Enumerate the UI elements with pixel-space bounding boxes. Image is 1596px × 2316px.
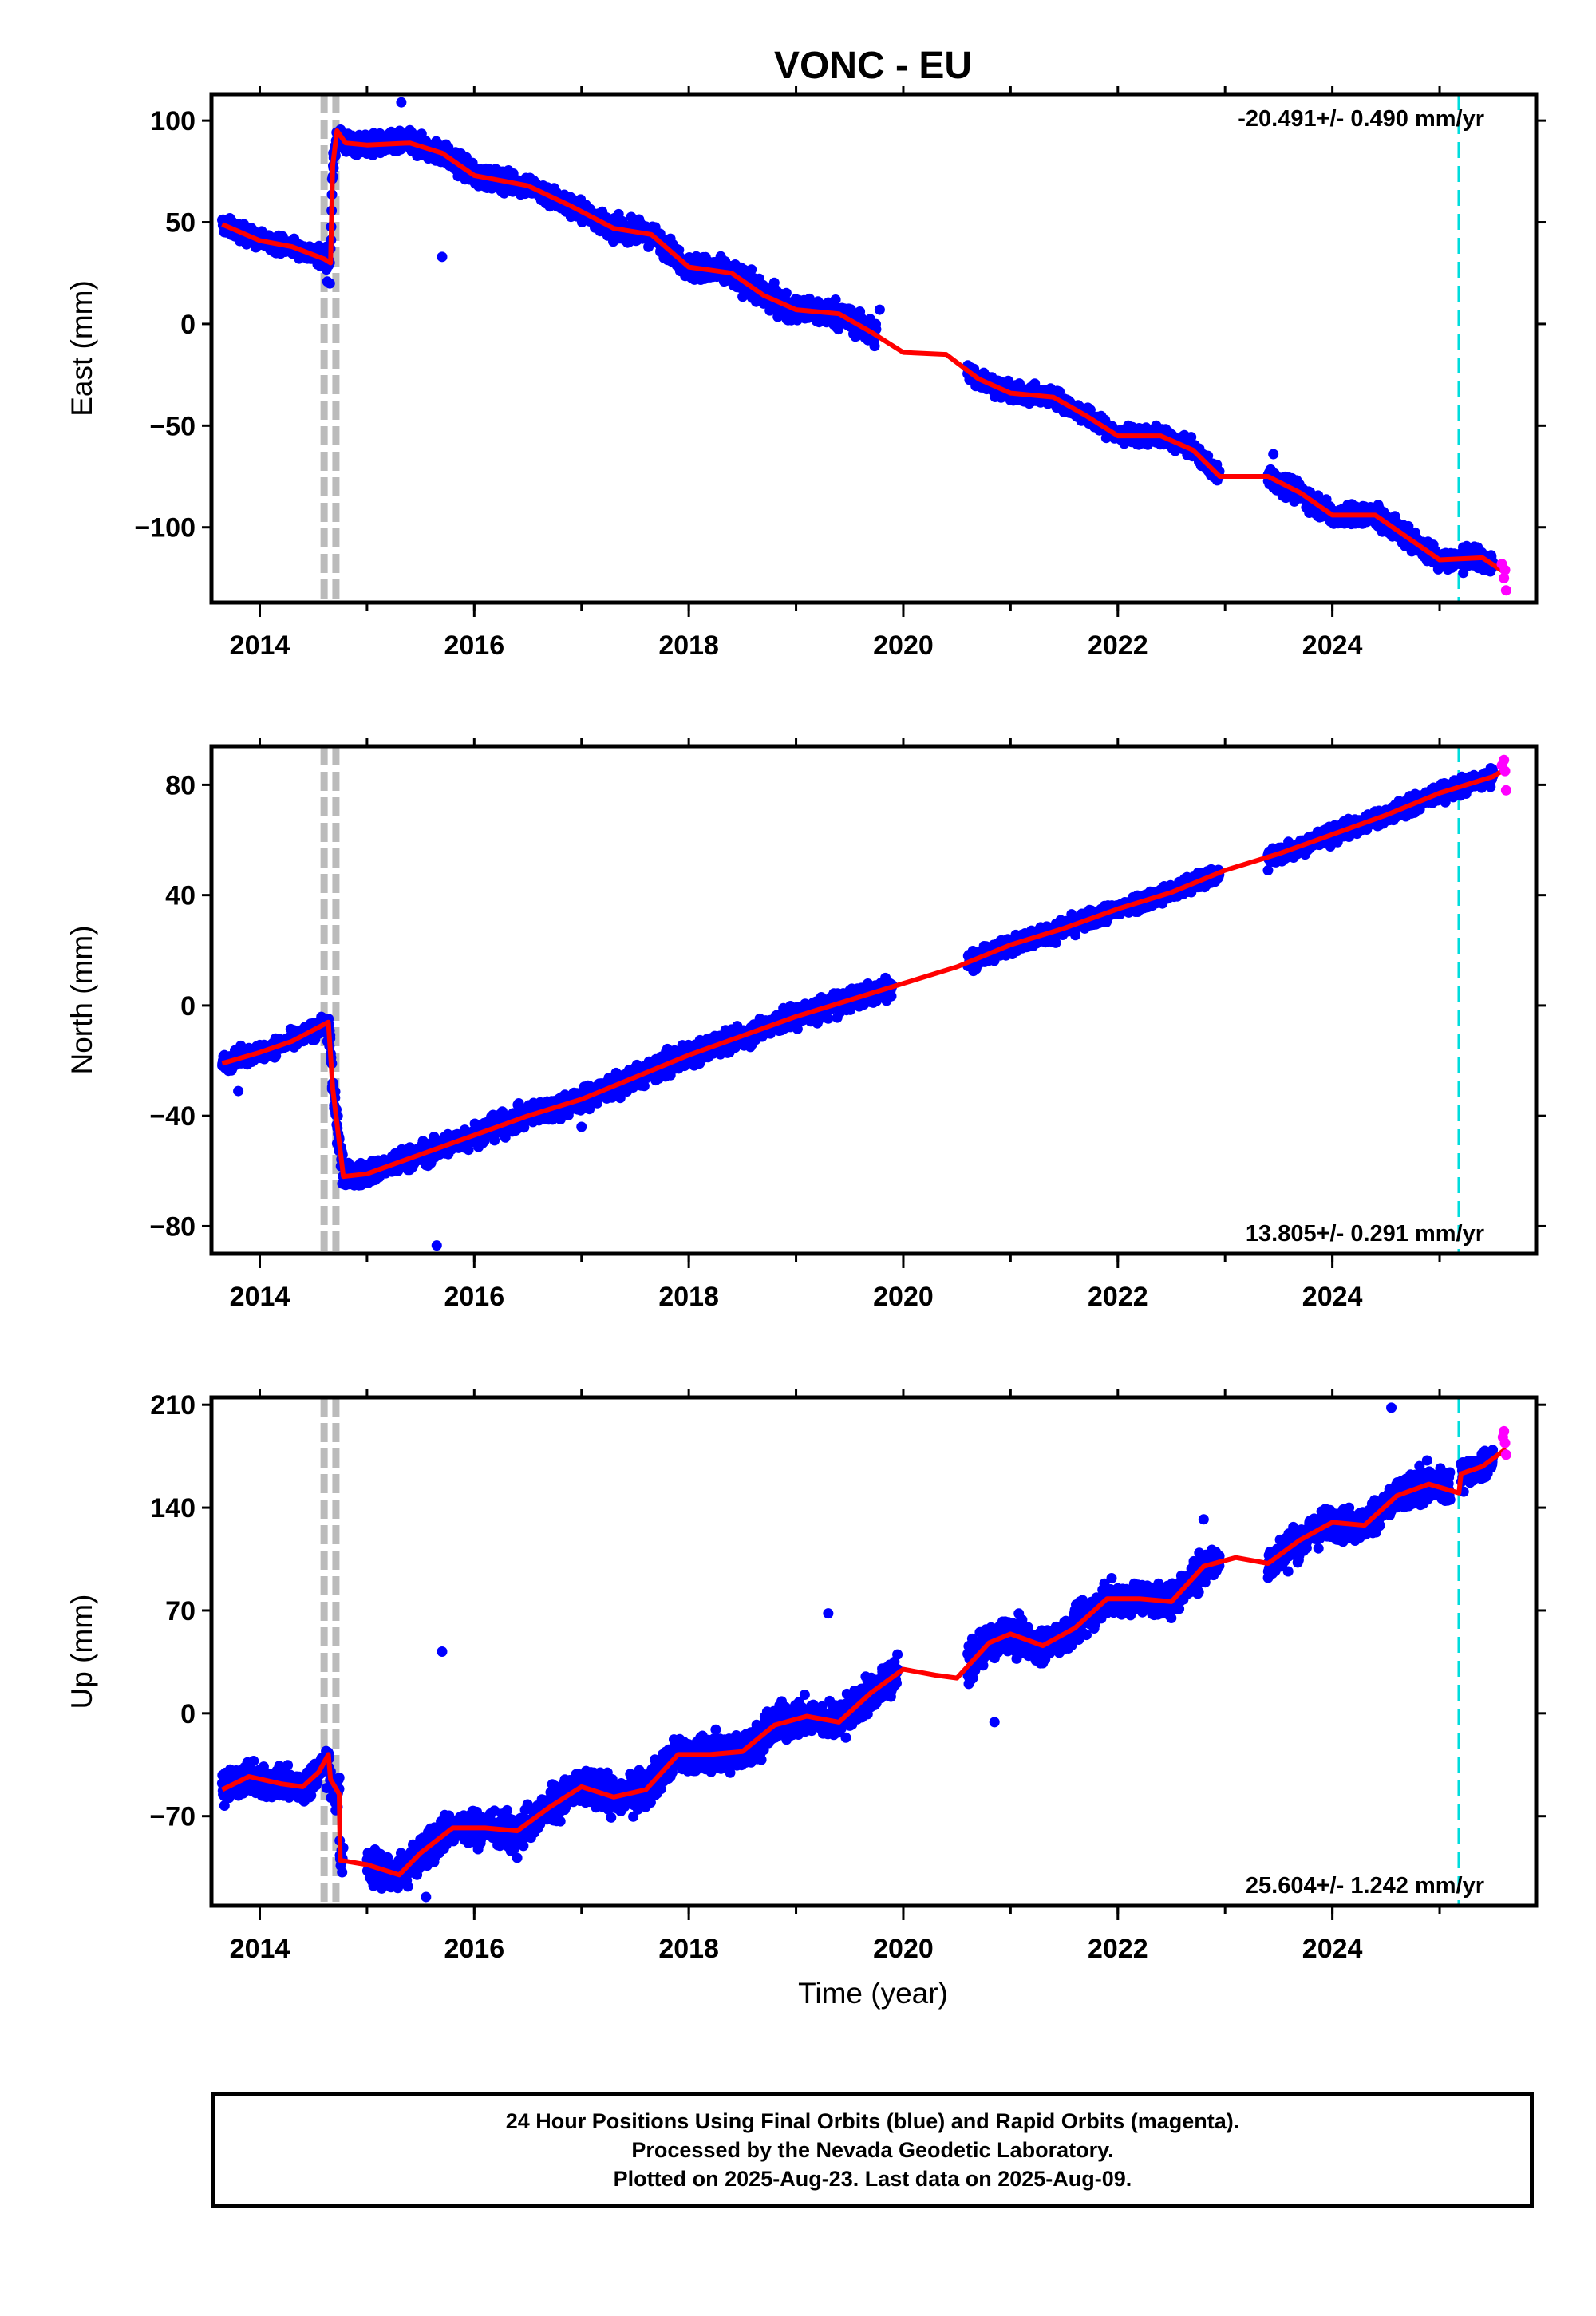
final-orbit-point <box>869 341 880 352</box>
final-orbit-point <box>780 287 792 298</box>
model-curve <box>221 128 1506 575</box>
rate-annotation: -20.491+/- 0.490 mm/yr <box>1238 106 1484 132</box>
y-tick-label: −100 <box>134 513 196 543</box>
rapid-orbit-point <box>1499 572 1510 583</box>
y-tick-label: 100 <box>150 106 196 136</box>
final-orbit-point <box>1403 520 1414 532</box>
x-tick-label: 2014 <box>230 630 290 661</box>
y-tick-label: 50 <box>165 208 196 239</box>
final-orbit-point <box>324 278 335 289</box>
plot-frame <box>209 92 1539 605</box>
plot-area <box>217 746 1511 1254</box>
final-orbit-outlier <box>978 367 990 378</box>
final-orbit-point <box>1461 540 1472 551</box>
rapid-orbit-point <box>1499 564 1511 575</box>
final-orbit-point <box>833 324 844 335</box>
rapid-orbit-point <box>1500 585 1511 596</box>
y-axis-label: East (mm) <box>65 280 98 417</box>
x-tick-label: 2020 <box>873 630 934 661</box>
final-orbit-point <box>1203 450 1214 461</box>
final-orbit-point <box>489 1135 500 1146</box>
y-tick-label: −50 <box>149 411 196 441</box>
plot-area <box>217 94 1511 603</box>
final-orbit-outlier <box>1268 449 1279 460</box>
final-orbit-points <box>217 763 1499 1251</box>
final-orbit-point <box>830 294 841 305</box>
final-orbit-point <box>479 1136 490 1147</box>
chart-title: VONC - EU <box>774 45 972 87</box>
final-orbit-point <box>1186 432 1197 443</box>
final-orbit-outlier <box>874 304 885 315</box>
x-tick-label: 2018 <box>658 630 719 661</box>
final-orbit-point <box>614 1093 626 1104</box>
x-tick-label: 2024 <box>1302 630 1363 661</box>
y-tick-label: 0 <box>180 310 196 340</box>
final-orbit-points <box>217 97 1499 579</box>
x-tick-label: 2016 <box>444 630 504 661</box>
final-orbit-outlier <box>396 97 407 108</box>
final-orbit-point <box>746 264 757 275</box>
final-orbit-outlier <box>437 251 448 263</box>
final-orbit-point <box>638 1081 650 1092</box>
x-tick-label: 2022 <box>1088 630 1148 661</box>
panel-east: −100 −50 0 50 100 2014 2016 2018 2020 2022 2024 Eas… <box>65 86 1546 661</box>
